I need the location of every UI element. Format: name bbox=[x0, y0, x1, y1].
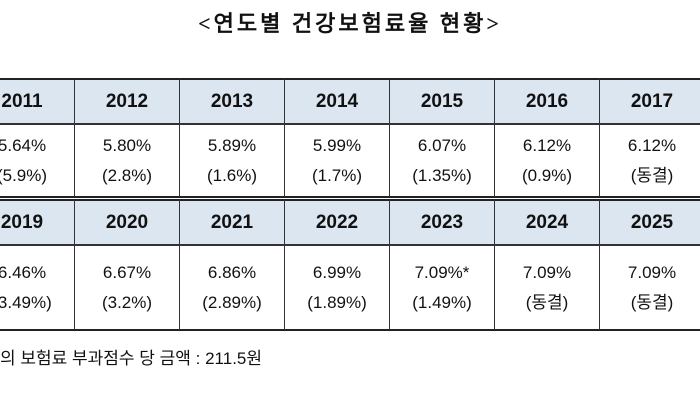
year: 2013 bbox=[210, 90, 254, 112]
change: (동결) bbox=[630, 165, 674, 185]
rate: 5.99% bbox=[312, 135, 362, 155]
rate: 6.46% bbox=[0, 262, 47, 282]
rate: 6.67% bbox=[102, 262, 152, 282]
year-header: 2011 bbox=[0, 78, 75, 124]
change: (2.89%) bbox=[202, 292, 262, 312]
rate: 5.89% bbox=[207, 135, 257, 155]
year: 2022 bbox=[315, 211, 359, 233]
rate-cell: 6.99% (1.89%) bbox=[284, 245, 390, 331]
rate: 5.80% bbox=[102, 135, 152, 155]
year-header: 2021 bbox=[179, 199, 285, 245]
year: 2024 bbox=[525, 211, 569, 233]
year: 2014 bbox=[315, 90, 359, 112]
year: 2019 bbox=[0, 211, 44, 233]
rate: 7.09%* bbox=[414, 262, 470, 282]
rate: 6.12% bbox=[627, 135, 677, 155]
change: (3.2%) bbox=[101, 292, 153, 312]
footnote: 의 보험료 부과점수 당 금액 : 211.5원 bbox=[0, 349, 263, 368]
rate: 7.09% bbox=[522, 262, 572, 282]
rate-cell: 5.99% (1.7%) bbox=[284, 124, 390, 198]
rate: 7.09% bbox=[627, 262, 677, 282]
year-header: 2024 bbox=[494, 199, 600, 245]
year-header: 2023 bbox=[389, 199, 495, 245]
change: (1.6%) bbox=[206, 165, 258, 185]
rate-cell: 6.12% (0.9%) bbox=[494, 124, 600, 198]
rate: 5.64% bbox=[0, 135, 47, 155]
rate: 6.12% bbox=[522, 135, 572, 155]
year-header: 2014 bbox=[284, 78, 390, 124]
year: 2025 bbox=[630, 211, 674, 233]
change: (1.35%) bbox=[412, 165, 472, 185]
rate-cell: 6.67% (3.2%) bbox=[74, 245, 180, 331]
rate: 6.99% bbox=[312, 262, 362, 282]
change: (동결) bbox=[630, 292, 674, 312]
rate-cell: 5.89% (1.6%) bbox=[179, 124, 285, 198]
year-header: 2012 bbox=[74, 78, 180, 124]
rate-cell: 5.80% (2.8%) bbox=[74, 124, 180, 198]
change: (5.9%) bbox=[0, 165, 48, 185]
change: (0.9%) bbox=[521, 165, 573, 185]
year: 2015 bbox=[420, 90, 464, 112]
rate-cell: 6.86% (2.89%) bbox=[179, 245, 285, 331]
rate-cell: 6.07% (1.35%) bbox=[389, 124, 495, 198]
year: 2020 bbox=[105, 211, 149, 233]
year: 2023 bbox=[420, 211, 464, 233]
change: (2.8%) bbox=[101, 165, 153, 185]
year-header: 2025 bbox=[599, 199, 700, 245]
rate: 6.07% bbox=[417, 135, 467, 155]
rate-cell: 7.09% (동결) bbox=[599, 245, 700, 331]
year-header: 2020 bbox=[74, 199, 180, 245]
change: (3.49%) bbox=[0, 292, 52, 312]
year-header: 2016 bbox=[494, 78, 600, 124]
rate-cell: 7.09%* (1.49%) bbox=[389, 245, 495, 331]
change: (동결) bbox=[525, 292, 569, 312]
change: (1.7%) bbox=[311, 165, 363, 185]
year: 2021 bbox=[210, 211, 254, 233]
year: 2017 bbox=[630, 90, 674, 112]
year-header: 2013 bbox=[179, 78, 285, 124]
rate: 6.86% bbox=[207, 262, 257, 282]
rate-cell: 6.12% (동결) bbox=[599, 124, 700, 198]
year: 2016 bbox=[525, 90, 569, 112]
year-header: 2022 bbox=[284, 199, 390, 245]
year-header: 2017 bbox=[599, 78, 700, 124]
year-header: 2015 bbox=[389, 78, 495, 124]
year-header: 2019 bbox=[0, 199, 75, 245]
change: (1.89%) bbox=[307, 292, 367, 312]
title: <연도별 건강보험료율 현황> bbox=[198, 11, 502, 36]
year: 2011 bbox=[1, 90, 43, 112]
rate-cell: 6.46% (3.49%) bbox=[0, 245, 75, 331]
rate-cell: 7.09% (동결) bbox=[494, 245, 600, 331]
change: (1.49%) bbox=[412, 292, 472, 312]
year: 2012 bbox=[105, 90, 149, 112]
rate-cell: 5.64% (5.9%) bbox=[0, 124, 75, 198]
